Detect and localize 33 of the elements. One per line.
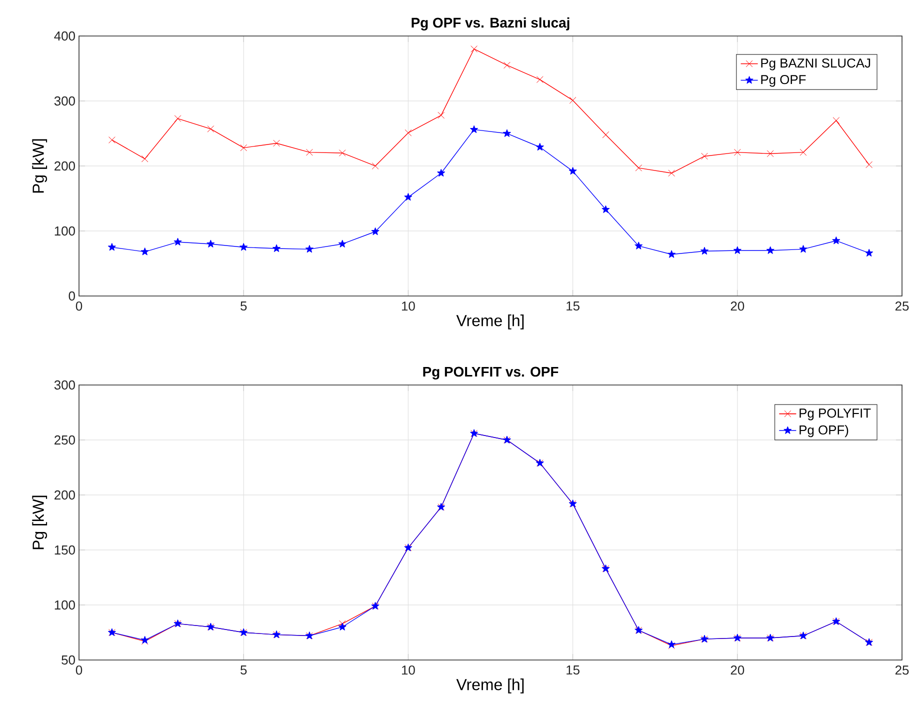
y-tick-label: 200 [54, 161, 75, 171]
x-tick-label: 5 [240, 302, 247, 311]
chart-title: Pg POLYFIT vs. OPF [423, 366, 558, 380]
chart-title: Pg OPF vs. Bazni slucaj [412, 17, 570, 30]
y-tick-label: 50 [62, 655, 75, 665]
y-tick-label: 300 [54, 380, 75, 390]
x-tick-label: 10 [402, 666, 415, 675]
legend-label: Pg BAZNI SLUCAJ [761, 58, 870, 70]
x-axis-title: Vreme [h] [456, 678, 524, 694]
y-tick-label: 250 [54, 435, 75, 445]
y-tick-label: 150 [54, 545, 75, 555]
x-tick-label: 0 [76, 302, 82, 311]
legend-label: Pg OPF) [800, 425, 848, 438]
legend-label: Pg POLYFIT [800, 408, 871, 420]
legend-label: Pg OPF [761, 74, 806, 87]
x-tick-label: 20 [730, 302, 744, 311]
x-tick-label: 15 [566, 302, 580, 311]
x-axis-title: Vreme [h] [456, 314, 524, 330]
y-tick-label: 100 [54, 600, 75, 610]
x-tick-label: 15 [566, 666, 580, 675]
y-tick-label: 300 [54, 96, 75, 106]
y-tick-label: 100 [54, 226, 75, 236]
x-tick-label: 0 [76, 666, 82, 675]
y-tick-label: 400 [54, 31, 75, 41]
y-tick-label: 0 [68, 291, 75, 301]
y-tick-label: 200 [54, 490, 75, 500]
x-tick-label: 5 [240, 666, 247, 675]
y-axis-title: Pg [kW] [32, 139, 48, 193]
x-tick-label: 10 [402, 302, 415, 311]
x-tick-label: 20 [730, 666, 744, 675]
x-tick-label: 25 [895, 666, 909, 675]
y-axis-title: Pg [kW] [32, 496, 48, 550]
x-tick-label: 25 [895, 302, 909, 311]
